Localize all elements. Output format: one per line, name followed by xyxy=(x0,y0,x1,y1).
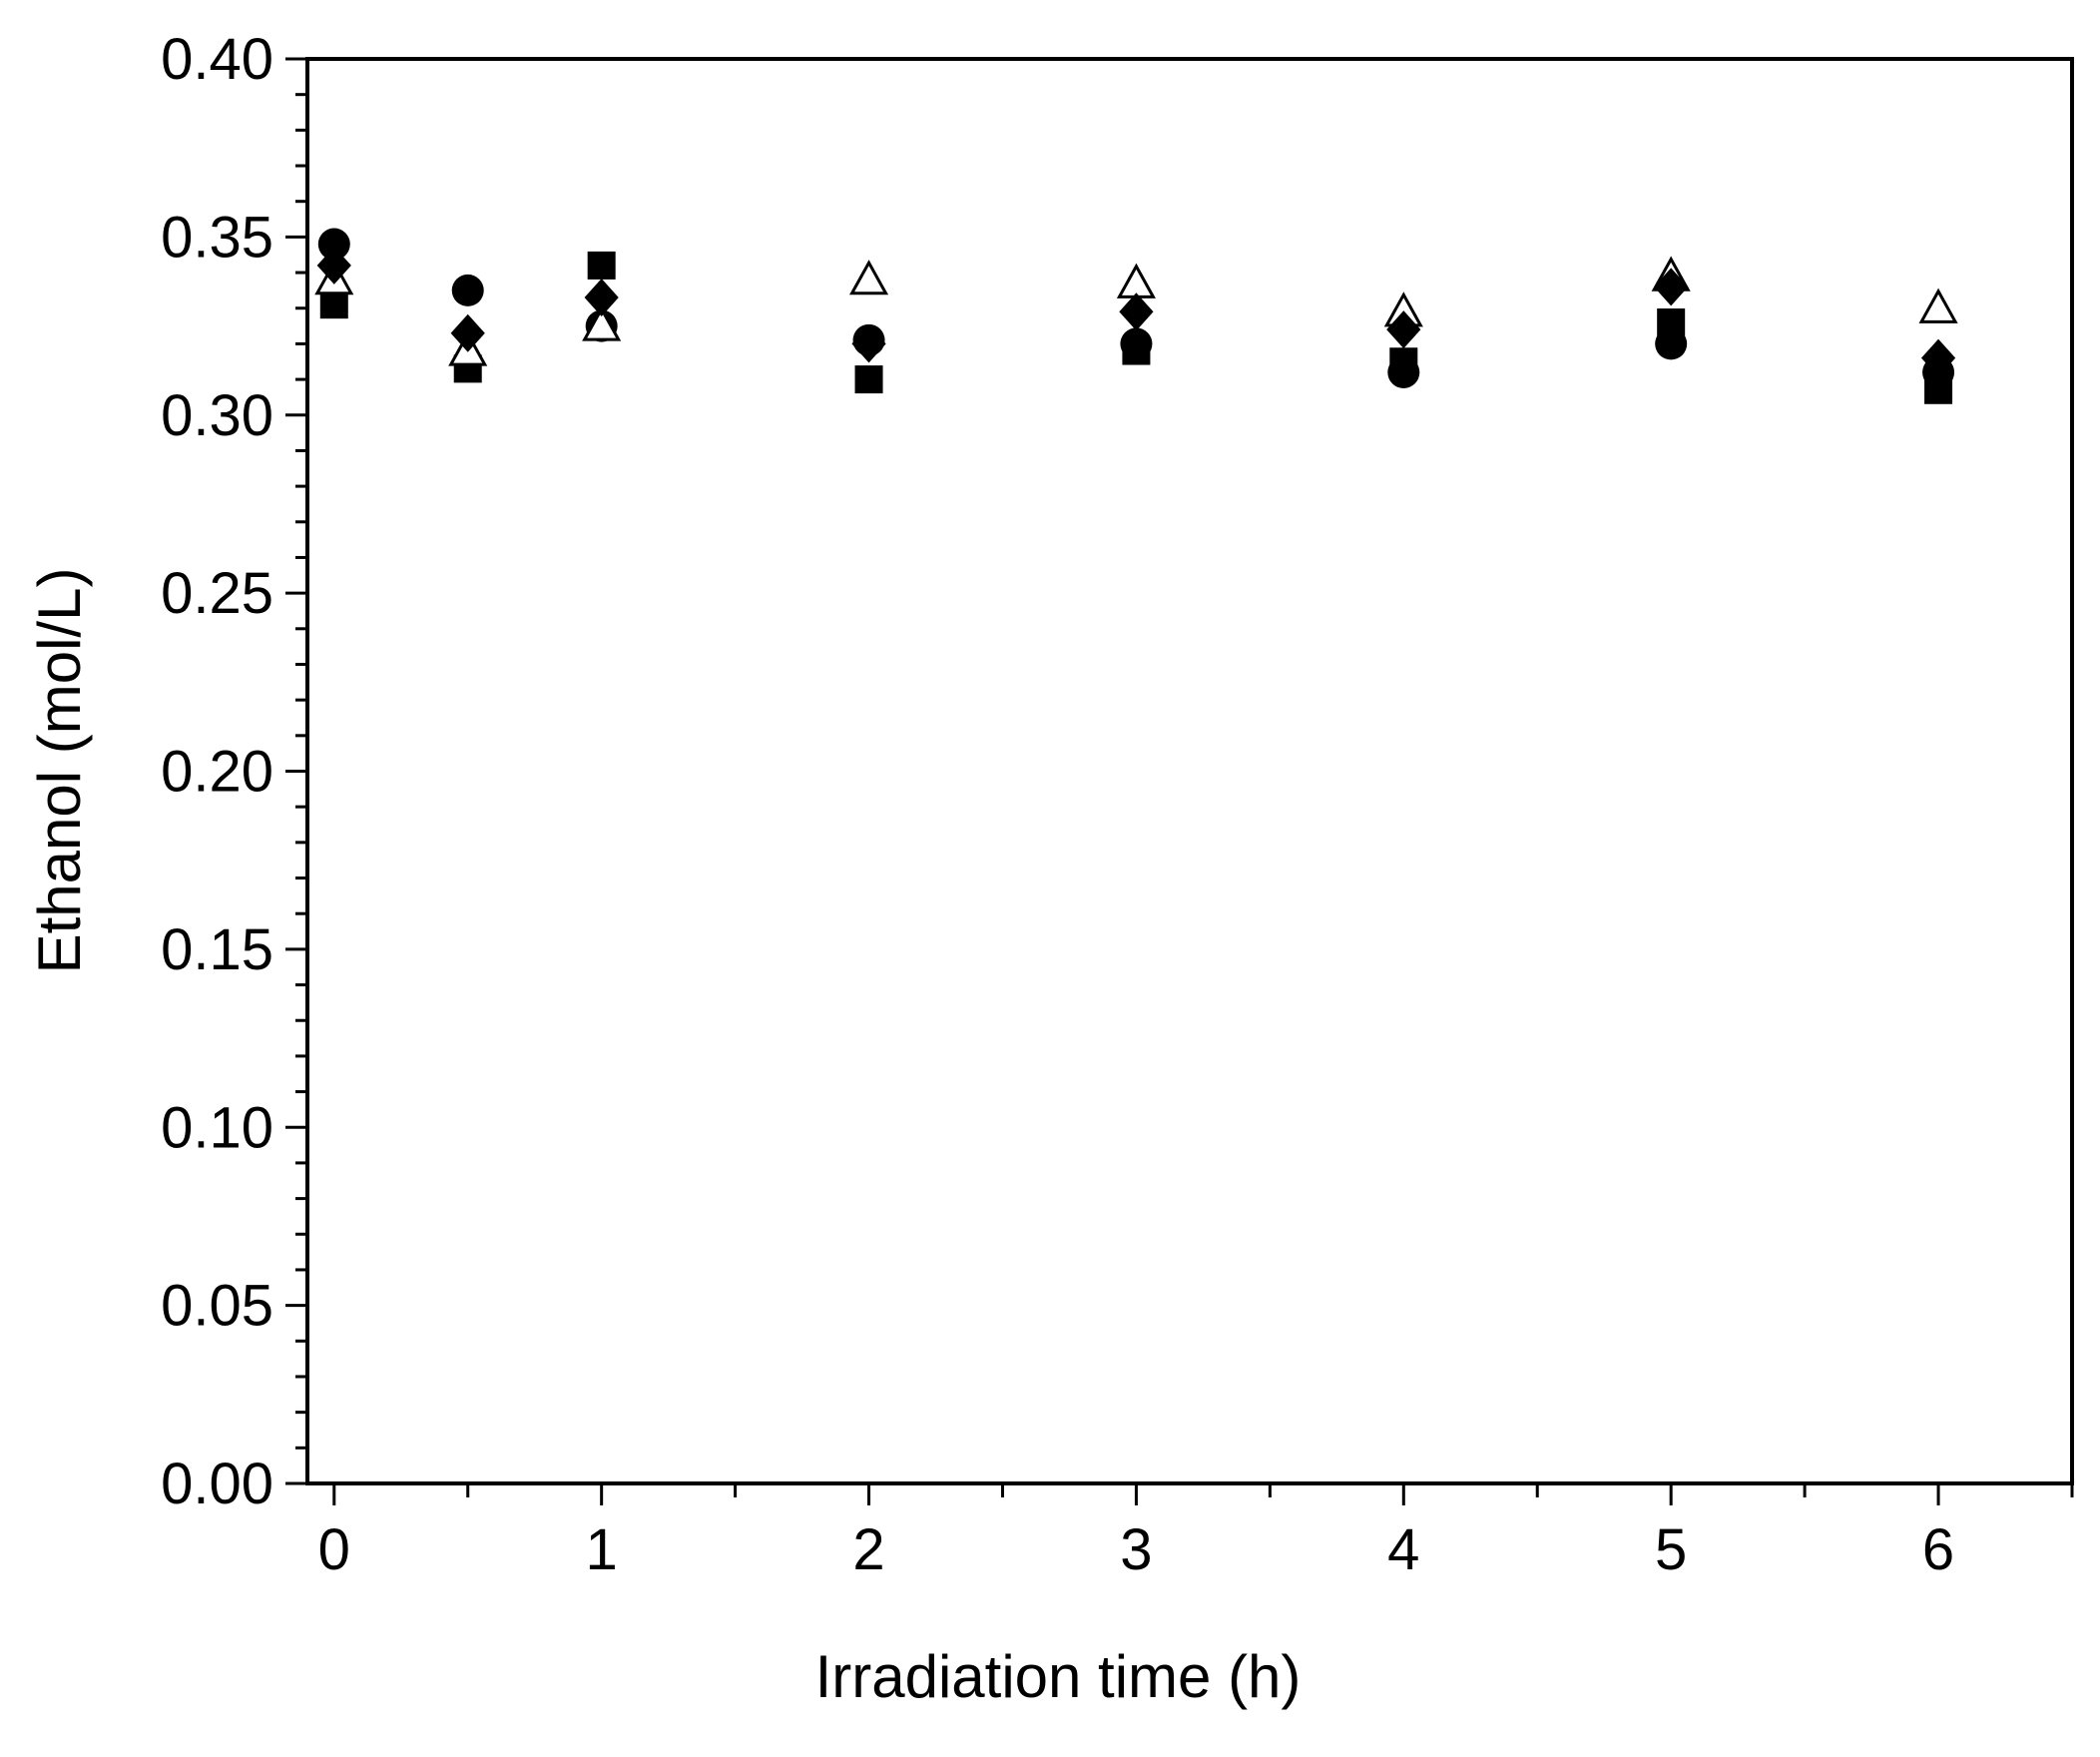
triangle-marker xyxy=(582,305,622,341)
x-tick-label: 0 xyxy=(318,1517,350,1582)
y-tick-label: 0.40 xyxy=(161,27,273,92)
y-tick-label: 0.05 xyxy=(161,1274,273,1339)
x-axis-tick-labels: 0 1 2 3 4 5 6 xyxy=(318,1517,1955,1582)
x-tick-label: 6 xyxy=(1922,1517,1954,1582)
y-tick-label: 0.25 xyxy=(161,561,273,626)
diamond-marker xyxy=(316,246,351,285)
x-tick-label: 4 xyxy=(1387,1517,1419,1582)
circle-marker xyxy=(1120,327,1153,360)
diamond-marker xyxy=(1386,310,1421,349)
y-tick-label: 0.15 xyxy=(161,917,273,982)
square-marker xyxy=(854,365,883,394)
y-axis-tick-labels: 0.00 0.05 0.10 0.15 0.20 0.25 0.30 0.35 0.40 xyxy=(161,27,273,1516)
diamond-marker xyxy=(1920,338,1956,377)
triangle-marker xyxy=(848,260,889,295)
circle-marker xyxy=(451,274,484,306)
plot-frame xyxy=(305,57,2074,1485)
diamond-marker xyxy=(450,313,485,352)
circle-marker xyxy=(317,228,350,261)
y-tick-label: 0.30 xyxy=(161,383,273,448)
diamond-marker xyxy=(584,279,619,317)
circle-marker xyxy=(1387,355,1420,388)
y-tick-label: 0.10 xyxy=(161,1095,273,1160)
y-axis-ticks xyxy=(285,57,307,1485)
x-axis-title: Irradiation time (h) xyxy=(815,1643,1302,1710)
y-tick-label: 0.00 xyxy=(161,1452,273,1516)
x-axis-ticks xyxy=(332,1483,2074,1505)
x-tick-label: 1 xyxy=(586,1517,618,1582)
diamond-marker xyxy=(1119,293,1154,331)
square-marker xyxy=(587,251,616,280)
square-marker xyxy=(319,291,348,319)
triangle-marker xyxy=(1918,288,1958,323)
y-tick-label: 0.35 xyxy=(161,205,273,270)
x-tick-label: 3 xyxy=(1120,1517,1152,1582)
triangle-marker xyxy=(1116,263,1156,298)
x-tick-label: 2 xyxy=(852,1517,884,1582)
diamond-marker xyxy=(851,324,886,363)
y-tick-label: 0.20 xyxy=(161,740,273,805)
diamond-marker xyxy=(1654,268,1689,306)
y-axis-title: Ethanol (mol/L) xyxy=(26,568,93,974)
x-tick-label: 5 xyxy=(1655,1517,1687,1582)
data-markers xyxy=(314,228,1958,404)
circle-marker xyxy=(1655,327,1688,360)
